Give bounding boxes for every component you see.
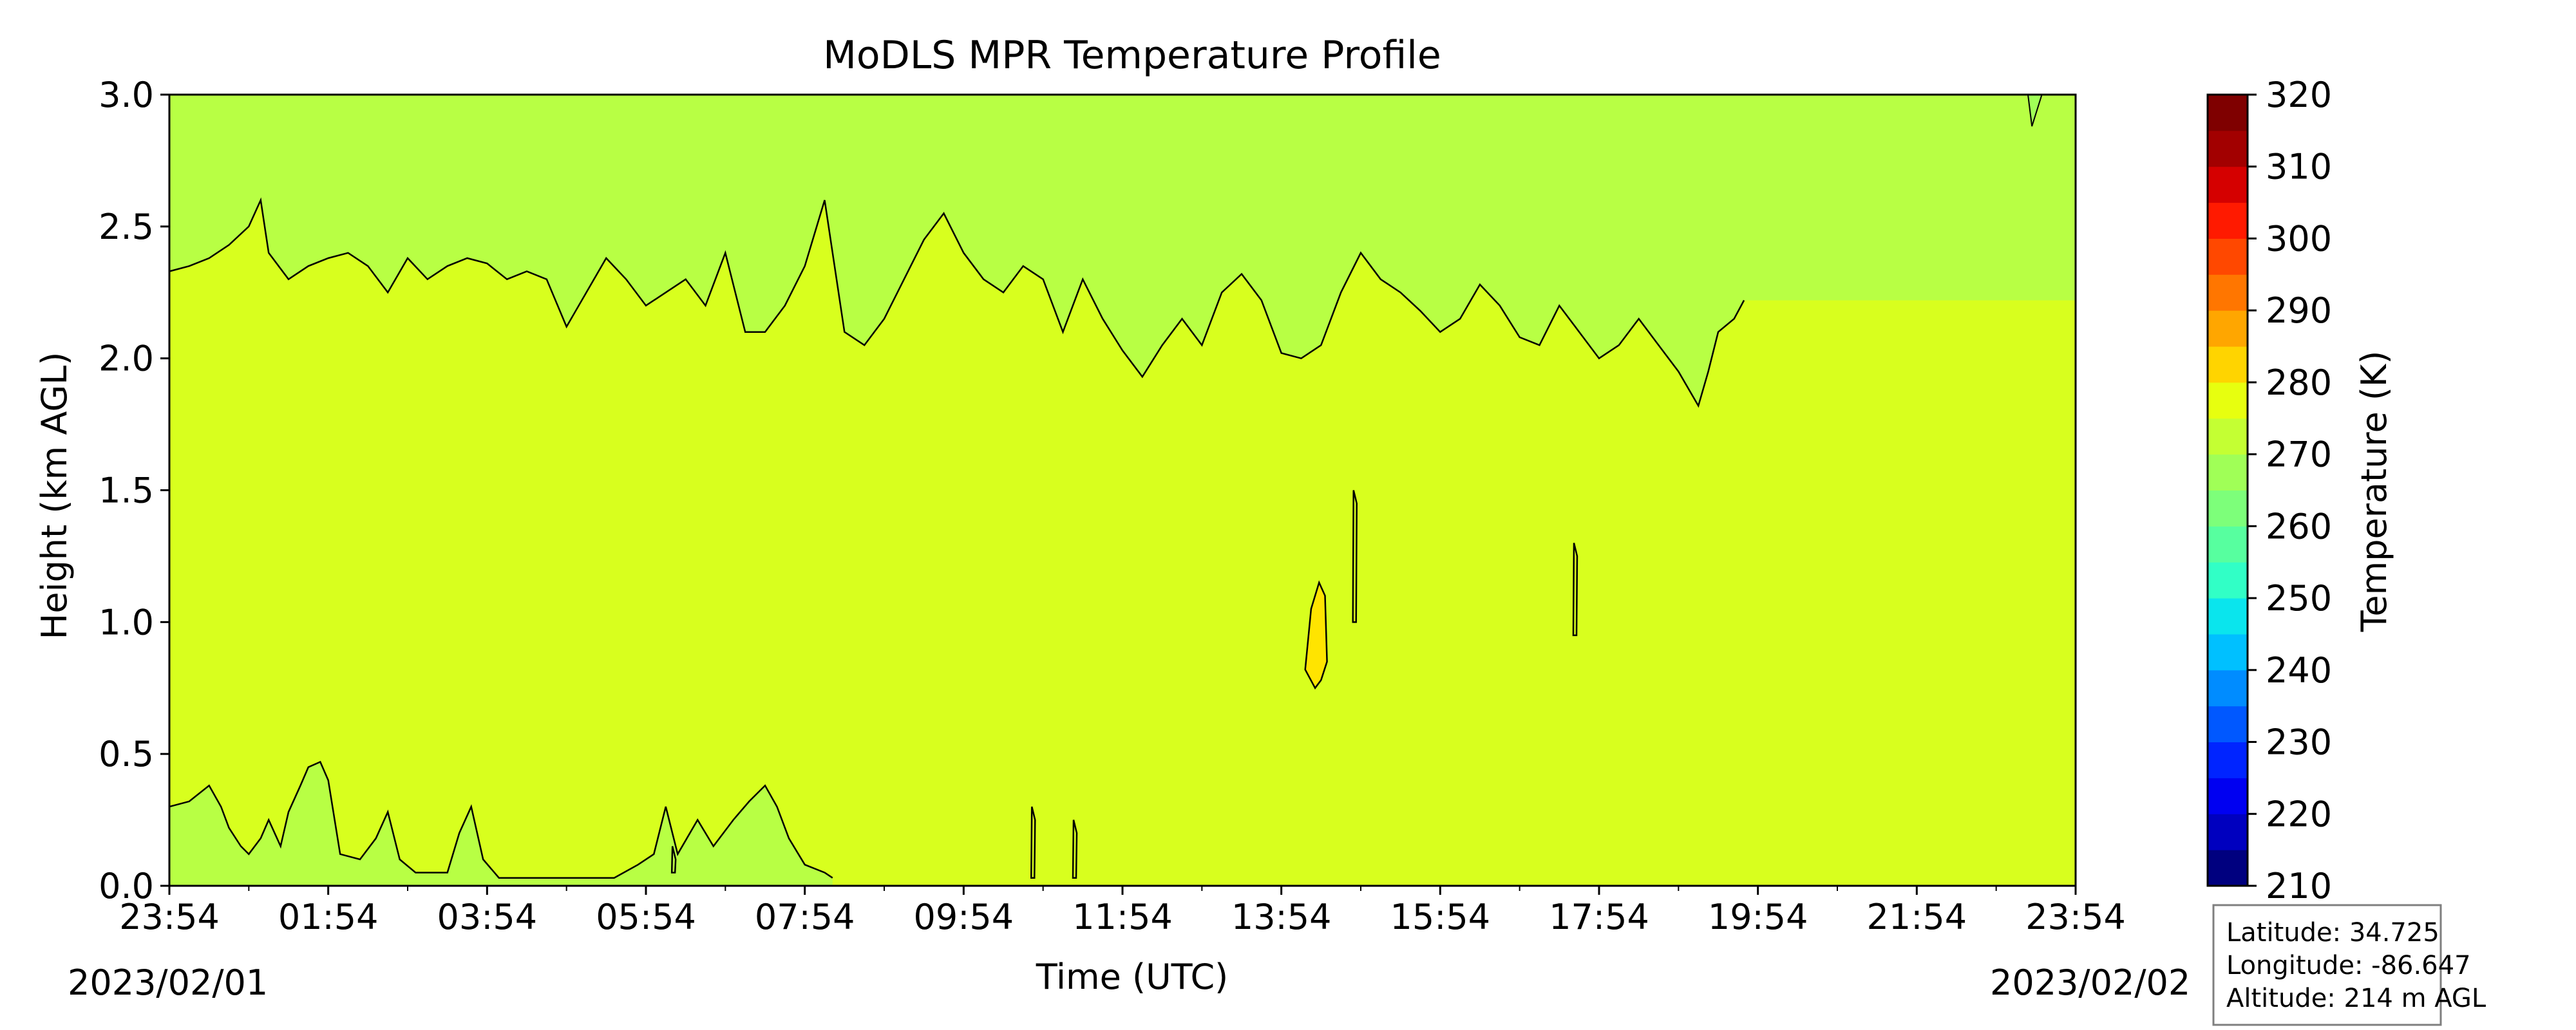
colorbar-tick-label: 260: [2266, 506, 2332, 547]
colorbar-band: [2208, 274, 2248, 311]
x-tick-label: 09:54: [914, 897, 1014, 937]
colorbar-frame: [2206, 93, 2249, 887]
colorbar-band: [2208, 166, 2248, 203]
colorbar-band: [2208, 850, 2248, 886]
colorbar-band: [2208, 238, 2248, 275]
colorbar-band: [2208, 706, 2248, 743]
x-tick-label: 11:54: [1072, 897, 1173, 937]
site-info-box: Latitude: 34.725 Longitude: -86.647 Alti…: [2212, 904, 2486, 1026]
plot-area: [168, 93, 2077, 887]
colorbar-tick-label: 290: [2266, 290, 2332, 331]
colorbar-band: [2208, 526, 2248, 563]
y-tick-label: 1.0: [99, 602, 154, 642]
colorbar-band: [2208, 382, 2248, 419]
x-tick-label: 01:54: [278, 897, 379, 937]
y-tick-label: 3.0: [99, 75, 154, 115]
colorbar-tick-label: 230: [2266, 722, 2332, 763]
colorbar-band: [2208, 814, 2248, 850]
colorbar-tick-label: 250: [2266, 578, 2332, 619]
x-tick-label: 21:54: [1867, 897, 1967, 937]
y-tick-label: 2.0: [99, 339, 154, 379]
colorbar-tick-label: 270: [2266, 435, 2332, 475]
altitude-text: Altitude: 214 m AGL: [2226, 984, 2486, 1013]
colorbar-tick-label: 280: [2266, 362, 2332, 403]
x-tick-label: 19:54: [1708, 897, 1808, 937]
chart-title: MoDLS MPR Temperature Profile: [823, 33, 1441, 78]
x-tick-label: 05:54: [596, 897, 696, 937]
y-tick-label: 0.5: [99, 734, 154, 774]
latitude-text: Latitude: 34.725: [2226, 918, 2439, 948]
x-tick-label: 03:54: [437, 897, 538, 937]
warm-pocket-contour: [1304, 580, 1328, 690]
x-tick-label: 07:54: [755, 897, 855, 937]
y-axis-label: Height (km AGL): [34, 352, 75, 640]
end-date-label: 2023/02/02: [1990, 962, 2190, 1003]
x-axis-ticks: 23:54 01:54 03:54 05:54 07:54 09:54 11:54 13:54…: [119, 886, 2126, 937]
longitude-text: Longitude: -86.647: [2226, 951, 2471, 980]
x-axis-label: Time (UTC): [1036, 957, 1229, 997]
colorbar-band: [2208, 562, 2248, 599]
colorbar-tick-label: 210: [2266, 866, 2332, 906]
lower-contour-line: [169, 760, 833, 879]
contour-spike-4: [670, 846, 677, 874]
colorbar-band: [2208, 454, 2248, 491]
colorbar-band: [2208, 310, 2248, 347]
colorbar-band: [2208, 418, 2248, 455]
contour-spike-3: [1072, 819, 1078, 879]
colorbar-band: [2208, 490, 2248, 527]
x-tick-label: 23:54: [2025, 897, 2126, 937]
colorbar: 210 220 230 240 250 260 270 280 290 300 310 320: [2206, 75, 2332, 906]
colorbar-tick-label: 320: [2266, 75, 2332, 115]
colorbar-tick-label: 300: [2266, 218, 2332, 259]
site-info-frame: [2212, 904, 2442, 1026]
colorbar-band: [2208, 130, 2248, 167]
colorbar-band: [2208, 95, 2248, 131]
x-tick-label: 23:54: [119, 897, 220, 937]
colorbar-tick-label: 220: [2266, 794, 2332, 834]
start-date-label: 2023/02/01: [68, 962, 268, 1003]
contour-spike-2: [1030, 806, 1036, 879]
colorbar-tick-label: 240: [2266, 650, 2332, 691]
colorbar-band: [2208, 778, 2248, 814]
colorbar-band: [2208, 742, 2248, 778]
y-tick-label: 0.0: [99, 866, 154, 906]
near-surface-cold-layer-fill: [169, 762, 833, 886]
colorbar-band: [2208, 670, 2248, 707]
colorbar-tick-label: 310: [2266, 147, 2332, 187]
contour-spike-1: [1572, 543, 1578, 637]
colorbar-label: Temperature (K): [2354, 351, 2394, 633]
y-tick-label: 2.5: [99, 207, 154, 247]
contour-spike-0: [1352, 490, 1358, 623]
colorbar-band: [2208, 202, 2248, 239]
x-tick-label: 17:54: [1549, 897, 1649, 937]
x-tick-label: 15:54: [1390, 897, 1491, 937]
x-tick-label: 13:54: [1231, 897, 1332, 937]
main-layer-fill: [169, 200, 2076, 886]
colorbar-band: [2208, 346, 2248, 383]
y-axis-ticks: 0.0 0.5 1.0 1.5 2.0 2.5 3.0: [99, 75, 169, 906]
y-tick-label: 1.5: [99, 471, 154, 511]
upper-contour-line: [169, 197, 1745, 408]
colorbar-band: [2208, 633, 2248, 671]
colorbar-band: [2208, 598, 2248, 635]
